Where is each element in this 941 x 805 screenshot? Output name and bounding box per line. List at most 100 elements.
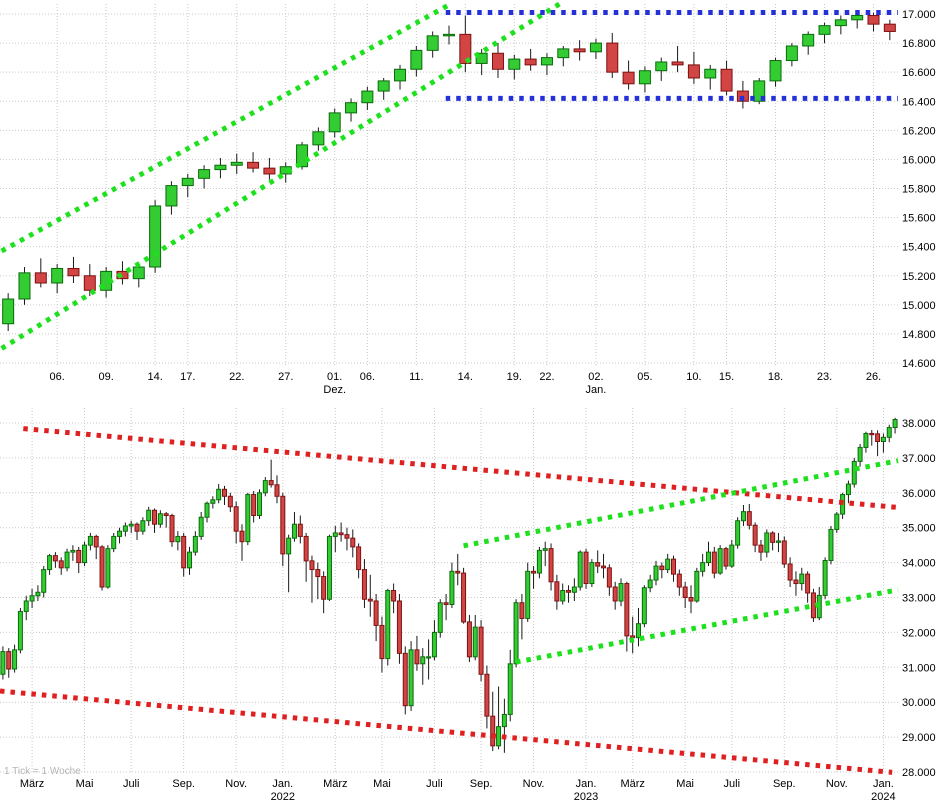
x-axis-label: 22. xyxy=(229,371,244,383)
candle xyxy=(251,491,257,523)
grid-layer: 38.000 37.000 36.000 35.000 34.000 33.000 32.0… xyxy=(0,408,936,803)
candle xyxy=(601,553,607,579)
candle xyxy=(577,550,583,591)
candle xyxy=(396,594,402,664)
candle xyxy=(799,567,805,591)
x-axis-label: 19. xyxy=(507,371,522,383)
candle xyxy=(735,517,741,549)
candle xyxy=(753,77,766,105)
x-axis-label: Mai xyxy=(76,778,94,790)
y-axis-label: 30.000 xyxy=(902,697,936,709)
x-axis-label: 02. xyxy=(588,371,603,383)
green-trendline xyxy=(515,587,899,665)
candle xyxy=(705,541,711,567)
candle xyxy=(58,557,64,575)
candle xyxy=(12,644,18,673)
candle xyxy=(414,635,420,671)
candle xyxy=(810,588,816,622)
candle xyxy=(720,60,733,96)
candle xyxy=(274,475,280,504)
y-axis-label: 15.200 xyxy=(902,271,936,283)
candle xyxy=(23,595,29,621)
candle xyxy=(746,503,752,530)
candle xyxy=(394,64,407,90)
x-axis-sublabel: 2022 xyxy=(271,791,295,803)
candle xyxy=(263,157,276,180)
candle xyxy=(181,173,194,198)
bottom-chart-panel: 38.000 37.000 36.000 35.000 34.000 33.000 32.0… xyxy=(0,400,941,805)
red-trendline xyxy=(0,688,893,775)
candle xyxy=(531,566,537,589)
candle xyxy=(128,520,134,533)
candle xyxy=(377,77,390,100)
candle xyxy=(291,511,297,542)
candle xyxy=(770,531,776,551)
top-chart-panel: 17.000 16.800 16.600 16.400 16.200 16.000 15.8… xyxy=(0,0,941,400)
y-axis-label: 15.000 xyxy=(902,300,936,312)
candle xyxy=(883,19,896,41)
candle xyxy=(367,574,373,617)
grid-layer: 17.000 16.800 16.600 16.400 16.200 16.000 15.8… xyxy=(0,4,936,396)
candle xyxy=(262,477,268,497)
candle xyxy=(758,539,764,561)
candles-layer xyxy=(0,417,898,753)
x-axis-label: Jan. xyxy=(873,778,894,790)
candle xyxy=(688,585,694,614)
candle xyxy=(6,648,12,678)
candle xyxy=(752,522,758,553)
candle xyxy=(589,559,595,588)
candle xyxy=(764,529,770,558)
candle xyxy=(828,525,834,565)
x-axis-label: Nov. xyxy=(826,778,848,790)
x-axis-label: Jan. xyxy=(576,778,597,790)
candle xyxy=(571,578,577,601)
candle xyxy=(536,546,542,579)
candle xyxy=(315,562,321,600)
x-axis-label: Juli xyxy=(426,778,443,790)
candle xyxy=(146,506,152,526)
candle xyxy=(410,45,423,77)
candle xyxy=(490,691,496,752)
candle xyxy=(851,457,857,488)
candle xyxy=(245,492,251,546)
top-chart-svg[interactable]: 17.000 16.800 16.600 16.400 16.200 16.000 15.8… xyxy=(0,0,941,400)
candle xyxy=(622,60,635,90)
candle xyxy=(361,559,367,608)
green-trendline xyxy=(463,458,899,549)
x-axis-label: Juli xyxy=(724,778,741,790)
candle xyxy=(181,532,187,577)
x-axis-label: Juli xyxy=(123,778,140,790)
candle xyxy=(647,574,653,593)
y-axis-label: 16.800 xyxy=(902,38,936,50)
x-axis-label: Sep. xyxy=(773,778,796,790)
candle xyxy=(700,553,706,577)
x-axis-label: Mai xyxy=(373,778,391,790)
candle xyxy=(557,45,570,67)
x-axis-label: 14. xyxy=(147,371,162,383)
candle xyxy=(822,557,828,600)
candle xyxy=(29,588,35,608)
candle xyxy=(140,517,146,535)
candle xyxy=(892,417,898,434)
candle xyxy=(51,264,64,294)
candle xyxy=(655,57,668,81)
candle xyxy=(222,485,227,506)
candle xyxy=(152,508,158,533)
candle xyxy=(612,581,618,610)
candle xyxy=(560,583,566,605)
candle xyxy=(818,22,831,44)
candle xyxy=(729,539,735,568)
candle xyxy=(867,12,880,32)
candle xyxy=(169,513,175,547)
candle xyxy=(2,293,15,332)
candle xyxy=(192,531,198,556)
candle xyxy=(67,256,80,284)
candle xyxy=(736,80,749,109)
candle xyxy=(233,501,239,544)
candle xyxy=(338,522,344,542)
candle xyxy=(472,614,478,661)
bottom-chart-svg[interactable]: 38.000 37.000 36.000 35.000 34.000 33.000 32.0… xyxy=(0,400,941,805)
candle xyxy=(508,54,521,80)
red-trendline xyxy=(23,426,899,510)
candle xyxy=(449,562,455,608)
